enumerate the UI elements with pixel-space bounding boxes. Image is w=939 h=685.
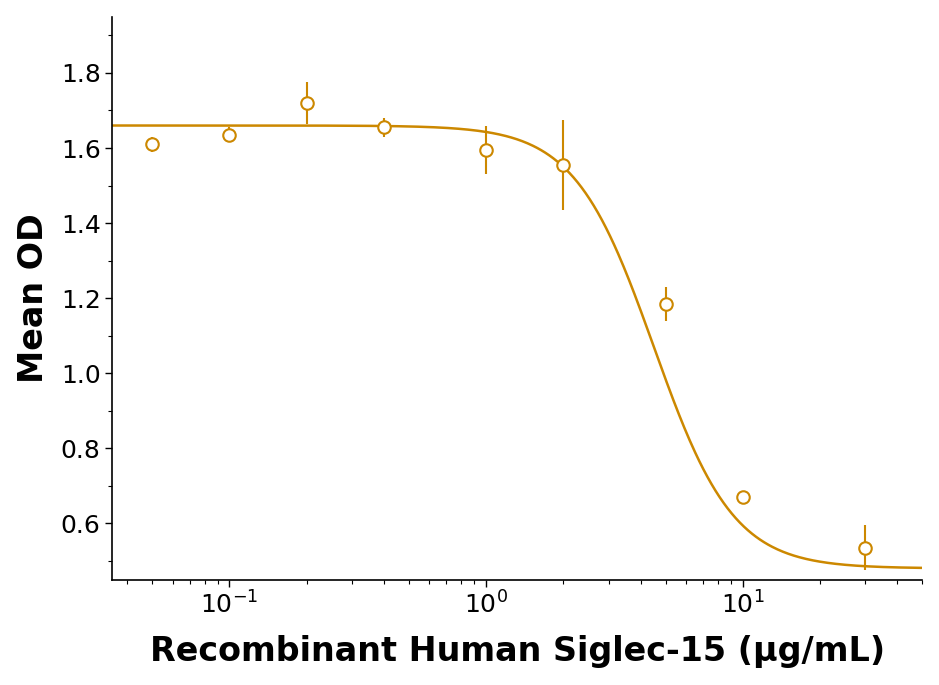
- Y-axis label: Mean OD: Mean OD: [17, 213, 50, 383]
- X-axis label: Recombinant Human Siglec-15 (μg/mL): Recombinant Human Siglec-15 (μg/mL): [150, 635, 885, 669]
